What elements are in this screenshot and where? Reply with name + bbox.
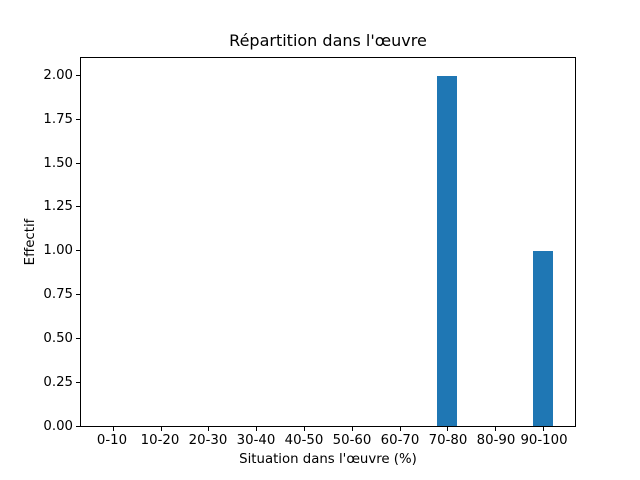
bars-container — [81, 58, 575, 431]
category-slot — [89, 58, 137, 431]
y-tick-label: 0.75 — [43, 287, 73, 303]
x-tick-mark — [112, 427, 114, 431]
x-tick-mark — [399, 427, 401, 431]
y-tick-mark — [76, 294, 80, 296]
y-tick-mark — [76, 206, 80, 208]
x-tick-mark — [256, 427, 258, 431]
y-tick-label: 0.25 — [43, 374, 73, 390]
x-tick-label: 70-80 — [428, 433, 468, 448]
x-tick-label: 40-50 — [284, 433, 324, 448]
x-tick-mark — [447, 427, 449, 431]
category-slot — [232, 58, 280, 431]
y-tick-label: 0.50 — [43, 330, 73, 346]
x-tick-label: 80-90 — [476, 433, 516, 448]
x-tick-label: 90-100 — [520, 433, 568, 448]
y-tick-label: 1.25 — [43, 199, 73, 215]
category-slot — [424, 58, 472, 431]
y-tick-mark — [76, 250, 80, 252]
category-slot — [376, 58, 424, 431]
bar-90-100 — [533, 250, 554, 426]
category-slot — [280, 58, 328, 431]
y-axis-label: Effectif — [23, 218, 38, 266]
x-tick-label: 0-10 — [96, 433, 128, 448]
x-tick-label: 10-20 — [140, 433, 180, 448]
y-tick-mark — [76, 118, 80, 120]
y-tick-label: 0.00 — [43, 418, 73, 434]
x-tick-mark — [208, 427, 210, 431]
y-tick-mark — [76, 425, 80, 427]
y-tick-label: 1.50 — [43, 155, 73, 171]
category-slot — [519, 58, 567, 431]
bar-70-80 — [437, 75, 458, 426]
x-tick-mark — [160, 427, 162, 431]
y-tick-label: 2.00 — [43, 68, 73, 84]
y-tick-mark — [76, 162, 80, 164]
category-slot — [137, 58, 185, 431]
category-slot — [185, 58, 233, 431]
y-tick-mark — [76, 337, 80, 339]
x-tick-label: 50-60 — [332, 433, 372, 448]
y-tick-label: 1.75 — [43, 111, 73, 127]
plot-area: 0.00 0.25 0.50 0.75 1.00 1.25 1.50 1.75 2.00 — [43, 57, 576, 434]
chart-title: Répartition dans l'œuvre — [229, 31, 427, 50]
x-tick-mark — [304, 427, 306, 431]
category-slot — [328, 58, 376, 431]
y-tick-mark — [76, 381, 80, 383]
x-axis-label: Situation dans l'œuvre (%) — [239, 452, 417, 467]
x-tick-mark — [351, 427, 353, 431]
category-slot — [471, 58, 519, 431]
x-tick-mark — [543, 427, 545, 431]
x-tick-labels: 0-10 10-20 20-30 30-40 40-50 50-60 60-70 70-80 8… — [80, 433, 576, 448]
x-tick-mark — [495, 427, 497, 431]
y-tick-mark — [76, 75, 80, 77]
x-tick-label: 20-30 — [188, 433, 228, 448]
y-tick-label: 1.00 — [43, 243, 73, 259]
x-tick-label: 30-40 — [236, 433, 276, 448]
x-tick-label: 60-70 — [380, 433, 420, 448]
